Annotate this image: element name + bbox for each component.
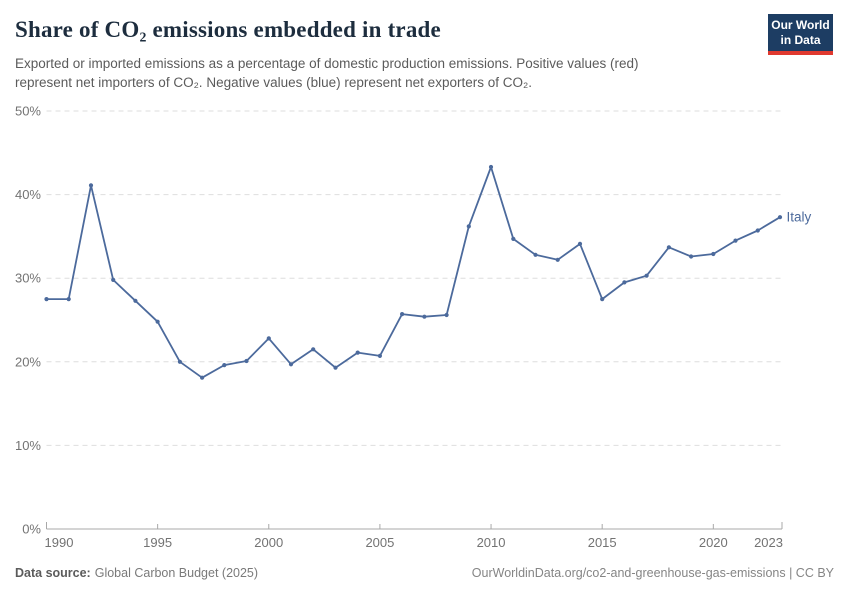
data-point-2013[interactable]	[555, 257, 560, 262]
data-point-2017[interactable]	[644, 273, 649, 278]
x-axis-label-2005: 2005	[365, 535, 394, 550]
page-subtitle-line2: represent net importers of CO₂. Negative…	[15, 75, 532, 90]
x-axis-label-2015: 2015	[588, 535, 617, 550]
footer-source: Data source: Global Carbon Budget (2025)	[15, 566, 258, 580]
data-point-2007[interactable]	[422, 314, 427, 319]
data-point-2004[interactable]	[355, 350, 360, 355]
data-point-2006[interactable]	[400, 312, 405, 317]
data-point-1991[interactable]	[66, 297, 71, 302]
data-point-2000[interactable]	[266, 336, 271, 341]
data-point-1993[interactable]	[111, 277, 116, 282]
data-point-2022[interactable]	[755, 228, 760, 233]
x-axis-label-1990: 1990	[45, 535, 74, 550]
data-point-2002[interactable]	[311, 347, 316, 352]
data-point-2001[interactable]	[288, 362, 294, 367]
data-point-2005[interactable]	[377, 353, 382, 358]
data-point-2019[interactable]	[689, 254, 694, 259]
data-point-2009[interactable]	[466, 224, 471, 229]
x-axis-label-2010: 2010	[477, 535, 506, 550]
page-subtitle: Exported or imported emissions as a perc…	[15, 54, 745, 92]
page-title: Share of CO₂ emissions embedded in trade	[15, 17, 441, 42]
page-subtitle-line1: Exported or imported emissions as a perc…	[15, 56, 639, 71]
series-line-italy[interactable]	[45, 166, 781, 379]
data-point-1997[interactable]	[200, 375, 205, 380]
data-point-1999[interactable]	[244, 358, 249, 364]
x-axis-label-2023: 2023	[754, 535, 783, 550]
footer-source-label: Data source:	[15, 566, 91, 580]
y-axis-label-10%: 10%	[15, 438, 41, 453]
x-axis-label-2020: 2020	[699, 535, 728, 550]
data-point-2020[interactable]	[711, 251, 716, 257]
owid-logo-line2: in Data	[780, 33, 821, 47]
y-axis-label-20%: 20%	[15, 354, 41, 369]
y-axis-label-40%: 40%	[15, 187, 41, 202]
data-point-2021[interactable]	[733, 238, 738, 243]
data-point-2014[interactable]	[577, 241, 583, 246]
y-axis-label-0%: 0%	[22, 522, 41, 537]
series-label-italy[interactable]: Italy	[787, 210, 812, 225]
data-point-2008[interactable]	[444, 312, 449, 318]
footer-source-value: Global Carbon Budget (2025)	[94, 566, 259, 580]
data-point-2023[interactable]	[777, 215, 783, 220]
data-point-1998[interactable]	[222, 363, 227, 368]
owid-logo-line1: Our World	[771, 18, 830, 32]
data-point-2016[interactable]	[622, 280, 627, 285]
footer-credit[interactable]: OurWorldinData.org/co2-and-greenhouse-ga…	[471, 566, 834, 580]
x-axis-label-1995: 1995	[143, 535, 172, 550]
data-point-2010[interactable]	[488, 164, 494, 170]
data-point-1992[interactable]	[88, 183, 94, 188]
data-point-2012[interactable]	[533, 252, 538, 257]
chart-footer: Data source: Global Carbon Budget (2025) …	[15, 566, 834, 580]
data-point-2018[interactable]	[666, 245, 672, 250]
x-axis-label-2000: 2000	[254, 535, 283, 550]
owid-logo[interactable]: Our World in Data	[768, 14, 833, 55]
data-point-1990[interactable]	[44, 297, 49, 302]
y-axis-label-50%: 50%	[15, 104, 41, 119]
y-axis-label-30%: 30%	[15, 271, 41, 286]
data-point-2011[interactable]	[511, 236, 516, 241]
line-chart[interactable]: 0% 10% 20% 30% 40% 50% 1990 1995 2000 2005 2010 201…	[0, 95, 850, 557]
data-point-1994[interactable]	[133, 298, 138, 303]
data-point-1995[interactable]	[155, 319, 160, 324]
data-point-2003[interactable]	[333, 365, 338, 370]
data-point-1996[interactable]	[177, 359, 182, 364]
data-point-2015[interactable]	[600, 297, 605, 302]
